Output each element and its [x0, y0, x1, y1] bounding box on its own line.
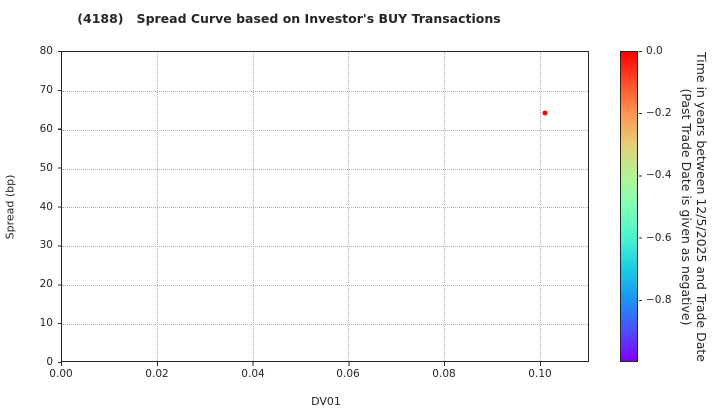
data-point [542, 110, 548, 116]
gridline-vertical [348, 52, 349, 361]
colorbar-tick-label: −0.4 [646, 169, 672, 181]
y-tick-label: 70 [39, 84, 53, 96]
x-tick-label: 0.04 [241, 368, 265, 380]
x-tick-label: 0.06 [336, 368, 360, 380]
colorbar-tick-label: −0.8 [646, 294, 672, 306]
gridline-horizontal [62, 91, 588, 92]
gridline-horizontal [62, 324, 588, 325]
colorbar-tick-label: 0.0 [646, 45, 663, 57]
gridline-horizontal [62, 169, 588, 170]
y-tick-label: 0 [46, 356, 53, 368]
colorbar-label-line1: Time in years between 12/5/2025 and Trad… [694, 52, 709, 362]
x-axis-label: DV01 [311, 395, 341, 408]
x-tick-label: 0.10 [528, 368, 552, 380]
y-tick-label: 60 [39, 123, 53, 135]
y-tick-label: 20 [39, 278, 53, 290]
y-tick-label: 80 [39, 45, 53, 57]
y-tick-label: 40 [39, 201, 53, 213]
gridline-horizontal [62, 130, 588, 131]
y-axis-label: Spread (bp) [3, 174, 17, 240]
chart-title: (4188) Spread Curve based on Investor's … [77, 11, 501, 26]
gridline-vertical [444, 52, 445, 361]
y-tick-label: 10 [39, 317, 53, 329]
gridline-vertical [253, 52, 254, 361]
gridline-horizontal [62, 246, 588, 247]
x-tick-label: 0.02 [145, 368, 169, 380]
colorbar-tick-label: −0.6 [646, 232, 672, 244]
x-tick-label: 0.08 [432, 368, 456, 380]
plot-area [61, 51, 589, 362]
gridline-horizontal [62, 207, 588, 208]
colorbar-gradient [621, 52, 637, 361]
colorbar-tick-label: −0.2 [646, 107, 672, 119]
gridline-vertical [540, 52, 541, 361]
y-tick-label: 50 [39, 162, 53, 174]
colorbar [620, 51, 638, 362]
x-tick-label: 0.00 [49, 368, 73, 380]
gridline-horizontal [62, 285, 588, 286]
x-axis-tick-marks [61, 362, 541, 366]
y-tick-label: 30 [39, 239, 53, 251]
colorbar-label-line2: (Past Trade Date is given as negative) [679, 88, 694, 326]
colorbar-label: Time in years between 12/5/2025 and Trad… [679, 52, 709, 362]
colorbar-tick-marks [638, 51, 642, 301]
y-axis-tick-marks [57, 51, 61, 363]
gridline-vertical [157, 52, 158, 361]
